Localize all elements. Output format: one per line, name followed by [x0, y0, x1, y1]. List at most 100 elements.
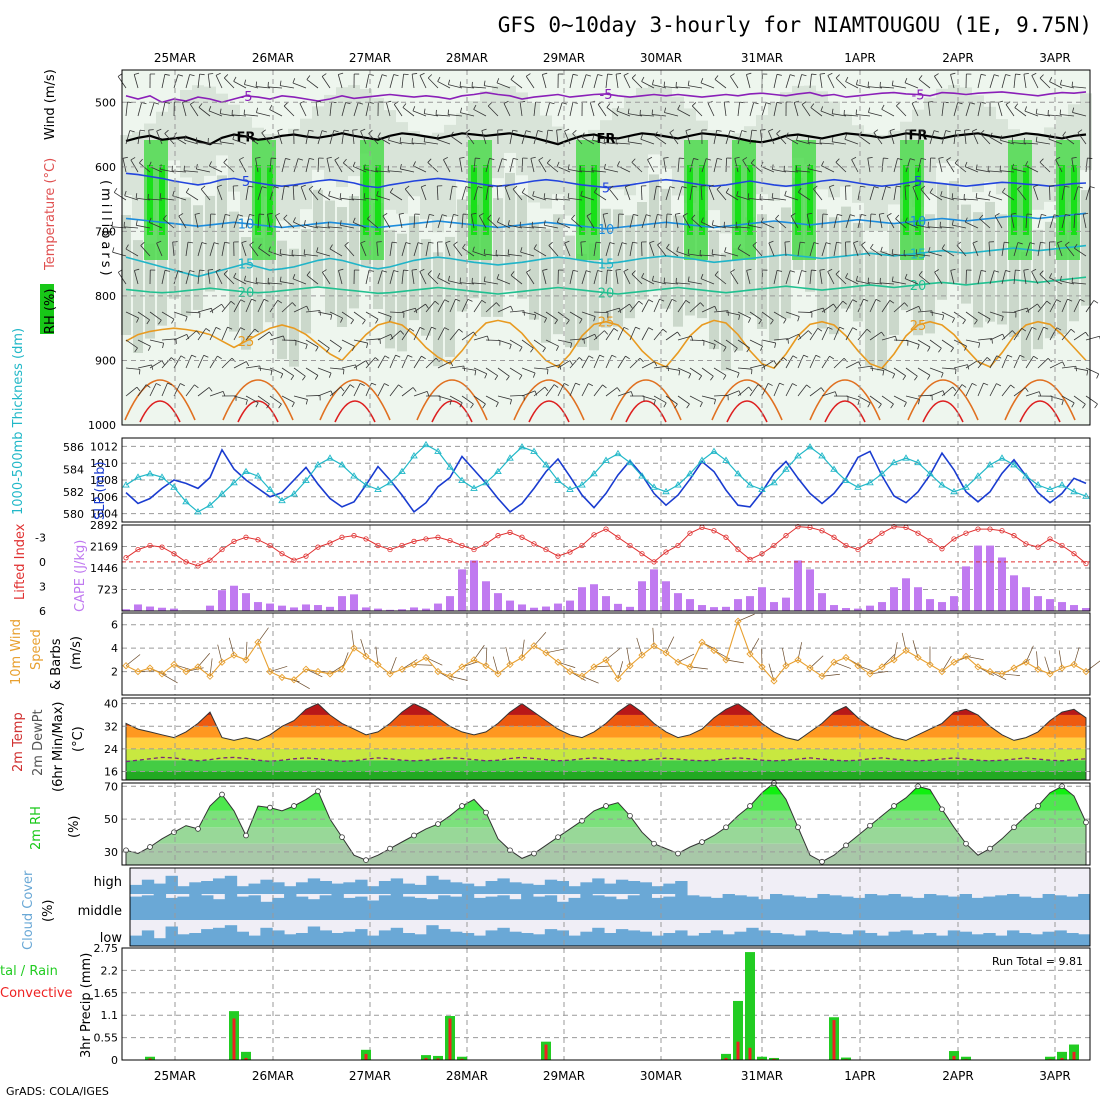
cloud-cell-middle: [698, 896, 712, 920]
wind10-point: [290, 676, 298, 684]
wind-barb: [207, 74, 211, 89]
cloud-cell-high: [260, 879, 273, 894]
wind-barb-flag: [223, 270, 228, 275]
cape-bar: [1082, 608, 1090, 611]
contour-label: FR: [597, 132, 616, 147]
wind10-barb: [197, 653, 211, 668]
wind-barb: [460, 112, 475, 117]
contour-label: -5: [240, 90, 253, 105]
rh-cell: [193, 205, 203, 310]
wind-barb: [533, 102, 536, 117]
wind-barb: [605, 242, 611, 257]
thickness-point: [314, 461, 322, 468]
cloud-cell-low: [829, 933, 842, 946]
wind-barb: [137, 130, 141, 145]
cloud-cell-middle: [580, 894, 593, 920]
wind-barb: [1025, 303, 1038, 313]
wind-barb-flag: [820, 387, 825, 392]
wind-barb: [1061, 298, 1068, 313]
cloud-cell-middle: [568, 897, 581, 920]
wind-barb: [605, 307, 620, 313]
wind-barb-flag: [724, 247, 727, 253]
wind-barb-flag: [393, 270, 399, 273]
cloud-cell-low: [473, 935, 487, 946]
cloud-cell-high: [355, 879, 368, 894]
cape-frame: [121, 524, 1091, 612]
wind-barb-flag: [760, 345, 763, 351]
thickness-point: [782, 465, 790, 472]
thickness-point: [842, 476, 850, 484]
precip-axis: 2.752.21.651.10.550: [94, 942, 119, 1067]
wind-barb: [569, 382, 576, 397]
wind-barb: [207, 270, 211, 285]
wind-barb: [785, 311, 800, 317]
wind-barb: [689, 302, 701, 313]
wind-barb-flag: [820, 106, 824, 112]
rh-cell: [168, 99, 180, 161]
wind-barb-flag: [856, 79, 858, 85]
wind-barb: [1024, 142, 1039, 145]
wind-barb: [497, 339, 512, 345]
wind-barb-flag: [797, 187, 802, 193]
thickness-point: [338, 461, 346, 468]
wind-barb-flag: [532, 372, 536, 378]
wind-barb: [881, 335, 896, 341]
cape-tick-label: 2169: [90, 541, 118, 554]
wind-barb: [760, 130, 763, 145]
rh-cell: [780, 92, 792, 188]
wind-barb: [845, 327, 853, 341]
cloud-cell-middle: [367, 900, 380, 920]
wind-barb: [329, 130, 335, 145]
wind-barb-flag: [244, 79, 247, 85]
wind-barb: [569, 270, 574, 285]
wind-barb: [485, 302, 497, 313]
wind-barb: [148, 222, 163, 229]
wind10-barb: [401, 659, 418, 670]
wind-barb-flag: [609, 185, 614, 190]
wind-barb: [377, 333, 391, 341]
wind-barb: [137, 384, 147, 397]
wind-barb: [353, 221, 367, 229]
wind-barb-flag: [519, 346, 523, 352]
precip-convective-bar: [952, 1055, 956, 1060]
wind10-point: [854, 662, 862, 670]
wind-barb-flag: [512, 129, 518, 132]
thickness-point: [818, 452, 826, 459]
date-label: 1APR: [844, 1069, 875, 1083]
rh-cell: [612, 108, 624, 190]
wind-barb-flag: [334, 157, 340, 161]
wind-barb: [977, 382, 984, 397]
wind-barb: [809, 270, 812, 285]
wind-barb-flag: [765, 102, 771, 105]
cloud-cell-middle: [1078, 894, 1091, 920]
wind-barb-flag: [135, 193, 138, 199]
wind-barb: [484, 253, 499, 257]
rh-cell: [324, 94, 336, 181]
wind-barb: [893, 339, 909, 342]
cloud-cell-high: [580, 882, 593, 894]
cloud-cell-low: [781, 934, 795, 946]
cape-bar: [686, 599, 694, 611]
rh-cell: [660, 88, 672, 169]
wind-barb-flag: [603, 163, 606, 169]
warm-lobe: [1004, 379, 1076, 421]
wind-barb: [125, 102, 128, 117]
cape-bar: [590, 584, 598, 611]
wind-barb-flag: [1031, 326, 1037, 330]
wind-barb: [413, 355, 422, 369]
cloud-cell-high: [212, 878, 226, 894]
wind-barb: [808, 142, 823, 145]
wind-barb: [592, 139, 607, 145]
cloud-cell-middle: [758, 899, 771, 920]
cloud-cell-high: [497, 878, 510, 894]
wind-barb: [746, 270, 751, 285]
wind-barb: [666, 247, 679, 257]
wind-barb: [257, 395, 270, 405]
wind-barb: [929, 367, 944, 374]
wind-barb-flag: [891, 249, 894, 255]
wind-barb: [640, 138, 655, 145]
wind-barb-flag: [627, 136, 630, 142]
wind-barb-flag: [773, 360, 777, 365]
wind-barb: [245, 214, 250, 229]
